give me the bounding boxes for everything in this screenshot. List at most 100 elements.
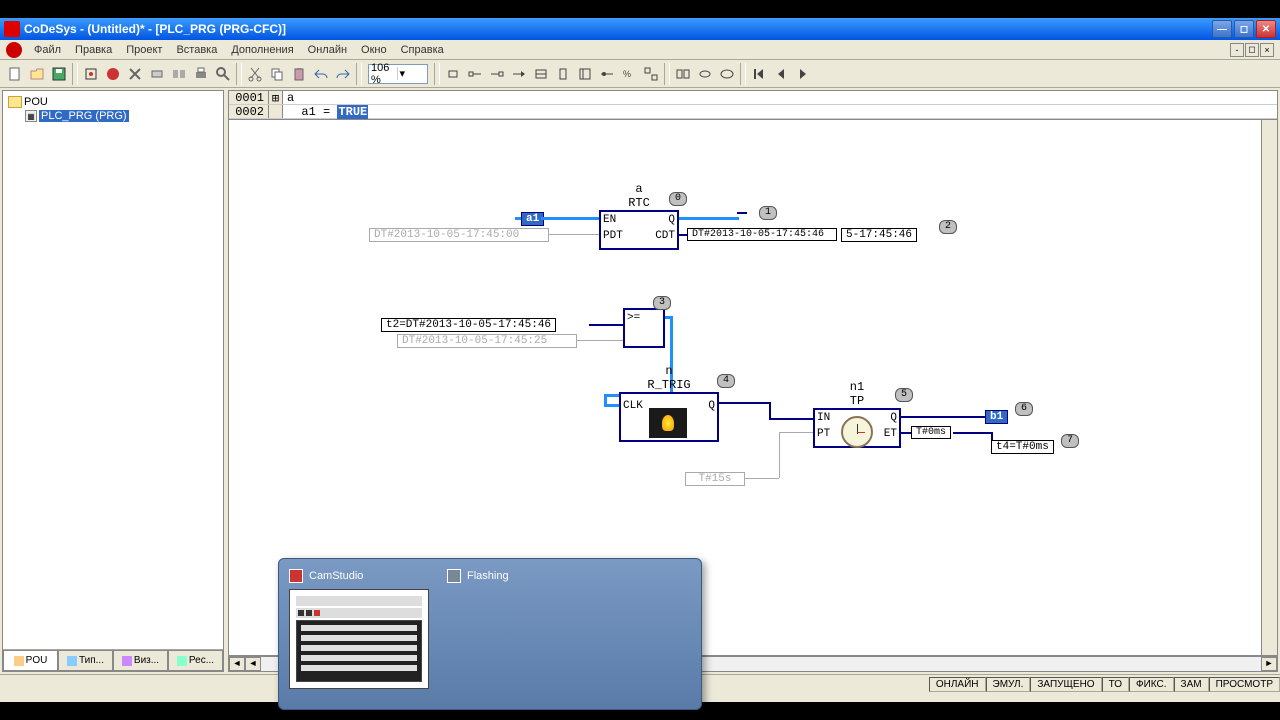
status-to: ТО	[1102, 677, 1129, 692]
tb-run[interactable]	[80, 63, 102, 85]
project-tree[interactable]: POU ▦ PLC_PRG (PRG)	[3, 91, 223, 649]
menu-insert[interactable]: Вставка	[170, 42, 223, 58]
output-t4[interactable]: t4=T#0ms	[991, 440, 1054, 454]
line-txt-1: a	[283, 91, 294, 104]
tb-cfc4[interactable]	[508, 63, 530, 85]
tb-find[interactable]	[212, 63, 234, 85]
taskbar-item-camstudio[interactable]: CamStudio	[289, 569, 429, 699]
tab-types[interactable]: Тип...	[58, 650, 113, 671]
maximize-button[interactable]: ◻	[1234, 20, 1254, 38]
scroll-left[interactable]: ◄	[229, 657, 245, 671]
titlebar: CoDeSys - (Untitled)* - [PLC_PRG (PRG-CF…	[0, 18, 1280, 40]
tb-nav-first[interactable]	[748, 63, 770, 85]
rtc-instance: a	[601, 182, 677, 196]
status-run: ЗАПУЩЕНО	[1030, 677, 1101, 692]
taskbar-preview[interactable]: CamStudio Flashing	[278, 558, 702, 710]
tb-copy[interactable]	[266, 63, 288, 85]
line-num-1: 0001	[229, 91, 269, 104]
close-button[interactable]: ✕	[1256, 20, 1276, 38]
svg-text:%: %	[623, 69, 631, 79]
badge-3: 3	[653, 296, 671, 310]
clock-icon	[841, 416, 873, 448]
output-cdt[interactable]: 5-17:45:46	[841, 228, 917, 242]
input-t2b[interactable]: DT#2013-10-05-17:45:25	[397, 334, 577, 348]
input-t15[interactable]: T#15s	[685, 472, 745, 486]
tb-cfc3[interactable]	[486, 63, 508, 85]
tb-cfc9[interactable]: %	[618, 63, 640, 85]
tb-cfc5[interactable]	[530, 63, 552, 85]
badge-0: 0	[669, 192, 687, 206]
tab-visu[interactable]: Виз...	[113, 650, 168, 671]
flashing-icon	[447, 569, 461, 583]
output-b1[interactable]: b1	[985, 410, 1008, 424]
tb-stop[interactable]	[102, 63, 124, 85]
menubar: Файл Правка Проект Вставка Дополнения Он…	[0, 40, 1280, 60]
menu-window[interactable]: Окно	[355, 42, 393, 58]
output-q[interactable]	[737, 212, 747, 214]
tb-cfc8[interactable]	[596, 63, 618, 85]
tp-type: TP	[815, 394, 899, 408]
menu-extras[interactable]: Дополнения	[225, 42, 299, 58]
menu-file[interactable]: Файл	[28, 42, 67, 58]
val-cdt-mid: DT#2013-10-05-17:45:46	[687, 228, 837, 241]
tb-cfc10[interactable]	[640, 63, 662, 85]
tree-root[interactable]: POU	[7, 95, 219, 109]
line-txt-2: a1 = TRUE	[283, 105, 368, 118]
tb-cfc6[interactable]	[552, 63, 574, 85]
mdi-minimize[interactable]: -	[1230, 43, 1244, 57]
block-ge[interactable]: >=	[623, 308, 665, 348]
pou-icon: ▦	[25, 110, 37, 122]
minimize-button[interactable]: —	[1212, 20, 1232, 38]
taskbar-item-flashing[interactable]: Flashing	[447, 569, 509, 699]
tb-open[interactable]	[26, 63, 48, 85]
tab-res[interactable]: Рес...	[168, 650, 223, 671]
status-emul: ЭМУЛ.	[986, 677, 1031, 692]
status-fix: ФИКС.	[1129, 677, 1174, 692]
tb-tool5[interactable]	[168, 63, 190, 85]
input-pdt[interactable]: DT#2013-10-05-17:45:00	[369, 228, 549, 242]
badge-7: 7	[1061, 434, 1079, 448]
zoom-combo[interactable]: 106 %▾	[368, 64, 428, 84]
tb-ord2[interactable]	[694, 63, 716, 85]
folder-icon	[8, 96, 22, 108]
tb-tool4[interactable]	[146, 63, 168, 85]
zoom-value: 106 %	[371, 62, 397, 86]
tb-save[interactable]	[48, 63, 70, 85]
tree-item-plcprg[interactable]: ▦ PLC_PRG (PRG)	[7, 109, 219, 123]
badge-4: 4	[717, 374, 735, 388]
tb-undo[interactable]	[310, 63, 332, 85]
tab-pou[interactable]: POU	[3, 650, 58, 671]
toolbar: 106 %▾ %	[0, 60, 1280, 88]
tb-tool3[interactable]	[124, 63, 146, 85]
menu-online[interactable]: Онлайн	[302, 42, 353, 58]
rtrig-instance: n	[621, 364, 717, 378]
mdi-restore[interactable]: ◻	[1245, 43, 1259, 57]
tb-redo[interactable]	[332, 63, 354, 85]
block-rtc[interactable]: a RTC EN PDT Q CDT	[599, 210, 679, 250]
input-t2[interactable]: t2=DT#2013-10-05-17:45:46	[381, 318, 556, 332]
declaration-area[interactable]: 0001 ⊞ a 0002 a1 = TRUE	[228, 90, 1278, 120]
menu-help[interactable]: Справка	[395, 42, 450, 58]
tb-cfc1[interactable]	[442, 63, 464, 85]
vertical-scrollbar[interactable]	[1261, 120, 1277, 655]
tb-cut[interactable]	[244, 63, 266, 85]
menu-edit[interactable]: Правка	[69, 42, 118, 58]
tb-cfc2[interactable]	[464, 63, 486, 85]
tb-paste[interactable]	[288, 63, 310, 85]
lamp-icon	[649, 408, 687, 438]
tb-ord1[interactable]	[672, 63, 694, 85]
tb-nav-prev[interactable]	[770, 63, 792, 85]
tb-new[interactable]	[4, 63, 26, 85]
tb-ord3[interactable]	[716, 63, 738, 85]
scroll-right[interactable]: ►	[1261, 657, 1277, 671]
mdi-close[interactable]: ×	[1260, 43, 1274, 57]
menu-project[interactable]: Проект	[120, 42, 168, 58]
camstudio-icon	[289, 569, 303, 583]
scroll-left2[interactable]: ◄	[245, 657, 261, 671]
tree-root-label: POU	[24, 96, 48, 108]
tb-print[interactable]	[190, 63, 212, 85]
tb-nav-next[interactable]	[792, 63, 814, 85]
tb-cfc7[interactable]	[574, 63, 596, 85]
expand-icon[interactable]: ⊞	[269, 91, 283, 104]
badge-2: 2	[939, 220, 957, 234]
